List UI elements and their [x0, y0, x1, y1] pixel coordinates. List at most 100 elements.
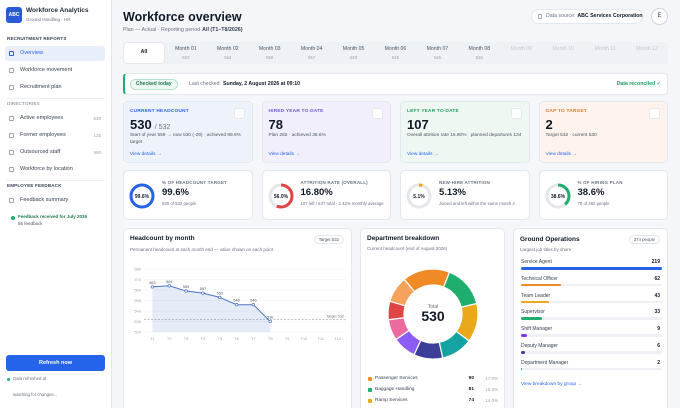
kpi-icon	[649, 108, 660, 119]
kpi-link[interactable]: View details →	[268, 152, 301, 157]
bar	[521, 367, 523, 371]
line-point	[218, 295, 222, 299]
refresh-button[interactable]: Refresh now	[6, 355, 105, 371]
job-name: Deputy Manager	[521, 343, 558, 349]
kpi-label: LEFT YEAR TO DATE	[407, 109, 459, 114]
month-tab[interactable]: Month 09	[501, 43, 541, 63]
month-tab[interactable]: Month 04 557	[292, 43, 332, 63]
month-label: Month 02	[216, 46, 239, 52]
last-checked-label: Last checked:	[189, 81, 222, 87]
month-tab[interactable]: Month 01 563	[166, 43, 206, 63]
x-tick-label: T1	[150, 336, 155, 341]
job-value: 2	[657, 359, 660, 366]
month-tab[interactable]: Month 02 564	[208, 43, 248, 63]
panel-badge: Target 532	[313, 235, 344, 244]
legend-swatch	[368, 377, 372, 381]
job-value: 219	[651, 259, 660, 265]
month-label: Month 01	[175, 46, 197, 52]
page-title: Workforce overview	[123, 10, 242, 24]
kpi-value: 78	[269, 117, 283, 132]
nav-item[interactable]: Recruitment plan	[5, 80, 105, 95]
status-badge: Checked today	[130, 79, 178, 90]
line-point	[184, 289, 188, 293]
point-label: 564	[166, 280, 172, 284]
nav-icon	[9, 150, 14, 155]
kpi-link[interactable]: View details →	[130, 152, 162, 157]
line-point	[201, 291, 205, 295]
kpi-link[interactable]: View details →	[407, 152, 439, 157]
month-tab[interactable]: Month 08 530	[459, 43, 499, 63]
month-tab[interactable]: Month 11	[585, 43, 625, 63]
nav-item[interactable]: Active employees 530	[5, 111, 105, 126]
month-tab[interactable]: Month 07 546	[417, 43, 457, 63]
gauge-card: 56.0% ATTRITION RATE (OVERALL) 16.80% 107 l…	[261, 170, 391, 220]
chart-svg: 56.0%	[268, 183, 293, 209]
kpi-number: 2	[545, 117, 553, 132]
month-label: Month 10	[552, 46, 574, 52]
bar-track	[521, 300, 662, 304]
bar-track	[521, 334, 662, 337]
job-value: 43	[654, 292, 660, 299]
last-checked-date: Sunday, 2 August 2026 at 09:10	[223, 81, 300, 87]
nav-item[interactable]: Former employees 125	[5, 128, 105, 143]
nav-label: Former employees	[20, 132, 66, 138]
legend-share: 14.0%	[485, 398, 498, 403]
month-tab[interactable]: Month 10	[543, 43, 583, 63]
point-label: 563	[149, 281, 155, 285]
department-panel: Department breakdown Current headcount (e…	[360, 228, 505, 408]
x-tick-label: T12	[334, 336, 342, 341]
bar	[521, 334, 527, 337]
y-tick-label: 570	[134, 277, 141, 282]
gauge-value: 16.80%	[300, 187, 333, 198]
month-tab[interactable]: Month 03 559	[250, 43, 290, 63]
line-point	[268, 319, 272, 324]
logo: ABC	[6, 7, 22, 23]
line-point	[150, 285, 155, 289]
legend-name: Passenger Services	[375, 376, 418, 381]
panel-title: Headcount by month	[130, 235, 195, 242]
y-tick-label: 580	[134, 266, 141, 271]
month-tab[interactable]: Month 05 553	[334, 43, 374, 63]
job-value: 9	[657, 326, 660, 333]
point-label: 546	[233, 299, 239, 303]
kpi-detail: Target 532 · current 530	[545, 133, 597, 138]
month-label: Month 03	[258, 46, 281, 52]
gauge-label: 38.6%	[550, 194, 565, 200]
month-label: Month 06	[384, 46, 407, 52]
chart-svg: 520 530 540 550 560 570 580 T1 T2 T3 T4 T5 T6 T7 T8 T9 T…	[134, 266, 346, 341]
kpi-detail: Start of year 559 → now 530 (-29) · achi…	[130, 133, 241, 145]
job-value: 6	[657, 343, 660, 349]
x-tick-label: T3	[184, 336, 189, 341]
nav-item[interactable]: Feedback summary	[5, 193, 105, 208]
legend-value: 90	[468, 376, 474, 381]
bar	[521, 317, 543, 320]
job-value: 33	[654, 309, 660, 316]
avatar[interactable]: E	[651, 8, 668, 25]
nav-icon	[9, 85, 14, 90]
kpi-target: / 532	[154, 124, 171, 131]
kpi-link[interactable]: View details →	[545, 152, 578, 157]
line-point	[234, 303, 239, 307]
source-icon	[538, 14, 542, 19]
y-tick-label: 560	[134, 287, 141, 292]
month-tab[interactable]: Month 06 546	[376, 43, 416, 63]
reconciled: Data reconciled ✓	[616, 81, 661, 87]
x-tick-label: T11	[317, 336, 324, 341]
month-value: 563	[182, 55, 190, 60]
nav-item[interactable]: Outsourced staff 990	[5, 145, 105, 160]
kpi-card: LEFT YEAR TO DATE 107 Overall attrition ra…	[400, 101, 530, 163]
section-heading: RECRUITMENT REPORTS	[7, 36, 67, 41]
source-name: ABC Services Corporation	[577, 13, 643, 19]
bar-track	[521, 367, 662, 371]
panel-link[interactable]: View breakdown by group →	[521, 382, 583, 387]
headcount-panel: Headcount by month Permanent headcount at…	[123, 228, 352, 408]
nav-item[interactable]: Workforce by location	[5, 162, 105, 177]
nav-item[interactable]: Workforce movement	[5, 63, 105, 78]
job-name: Department Manager	[521, 359, 569, 366]
nav-icon	[9, 167, 14, 172]
gauge-label: 56.0%	[273, 194, 288, 200]
kpi-icon	[510, 108, 522, 119]
month-tab[interactable]: Month 12	[627, 43, 667, 63]
nav-item[interactable]: Overview	[5, 46, 105, 61]
month-tab[interactable]: All	[124, 43, 164, 63]
